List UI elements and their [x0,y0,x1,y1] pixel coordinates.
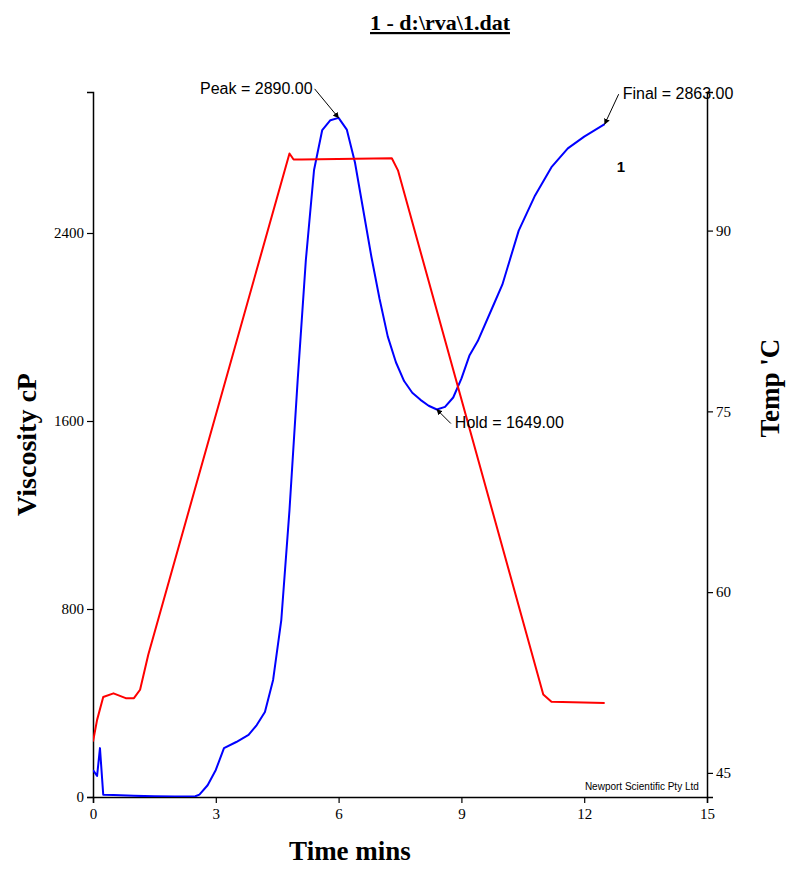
curve-label: 1 [617,158,625,175]
tick-label: 12 [577,806,592,822]
annotation-arrow [437,409,451,423]
tick-mark [707,592,713,593]
tick-mark [87,233,93,234]
tick: 6 [335,797,343,822]
hold-label: Hold = 1649.00 [455,414,564,431]
tick-mark [87,609,93,610]
axis-line [94,798,708,804]
tick: 2400 [54,225,93,241]
tick-label: 90 [716,223,731,239]
chart: 0369121508001600240045607590Peak = 2890.… [0,0,795,880]
temperature-line [93,153,605,741]
title: 1 - d:\rva\1.dat [370,10,511,35]
tick-mark [461,797,462,803]
tick-mark [707,773,713,774]
axis-line [87,93,94,798]
annotation-arrow [605,94,619,124]
tick-label: 800 [62,601,85,617]
x-axis-title: Time mins [289,836,411,866]
final-label: Final = 2863.00 [623,85,734,102]
credit: Newport Scientific Pty Ltd [585,781,699,792]
tick-mark [87,421,93,422]
tick-label: 9 [458,806,466,822]
tick-label: 3 [213,806,221,822]
tick: 9 [458,797,466,822]
annotation-arrow [315,89,339,118]
tick-label: 0 [90,806,98,822]
tick-label: 45 [716,765,731,781]
y2-axis-title: Temp 'C [755,339,785,438]
tick-mark [339,797,340,803]
tick: 0 [77,789,94,805]
tick-mark [584,797,585,803]
tick: 1600 [54,413,93,429]
viscosity-line [93,118,605,797]
tick: 60 [707,584,731,600]
tick: 45 [707,765,731,781]
y-axis: 0 800 1600 2400 [54,93,94,806]
tick: 75 [707,404,731,420]
tick-label: 15 [700,806,715,822]
tick: 12 [577,797,592,822]
tick-mark [216,797,217,803]
peak-label: Peak = 2890.00 [200,80,313,97]
axis-line [708,93,714,798]
tick-mark [707,411,713,412]
tick-label: 0 [77,789,85,805]
tick-label: 6 [335,806,343,822]
tick: 3 [213,797,221,822]
tick-label: 75 [716,404,731,420]
tick: 800 [62,601,94,617]
annotations: Peak = 2890.00 Hold = 1649.00 Final = 2863… [200,80,733,792]
x-axis: 0 3 6 9 12 15 [90,797,715,822]
y-axis-title: Viscosity cP [11,373,42,516]
tick-mark [87,797,93,798]
tick: 15 [700,797,715,822]
tick: 90 [707,223,731,239]
y2-axis: 45 60 75 90 [707,93,731,798]
tick-mark [707,230,713,231]
plot: 0369121508001600240045607590Peak = 2890.… [54,80,734,822]
tick-label: 1600 [54,413,84,429]
tick-label: 60 [716,584,731,600]
tick: 0 [90,797,98,822]
lines [93,118,605,797]
tick-label: 2400 [54,225,84,241]
